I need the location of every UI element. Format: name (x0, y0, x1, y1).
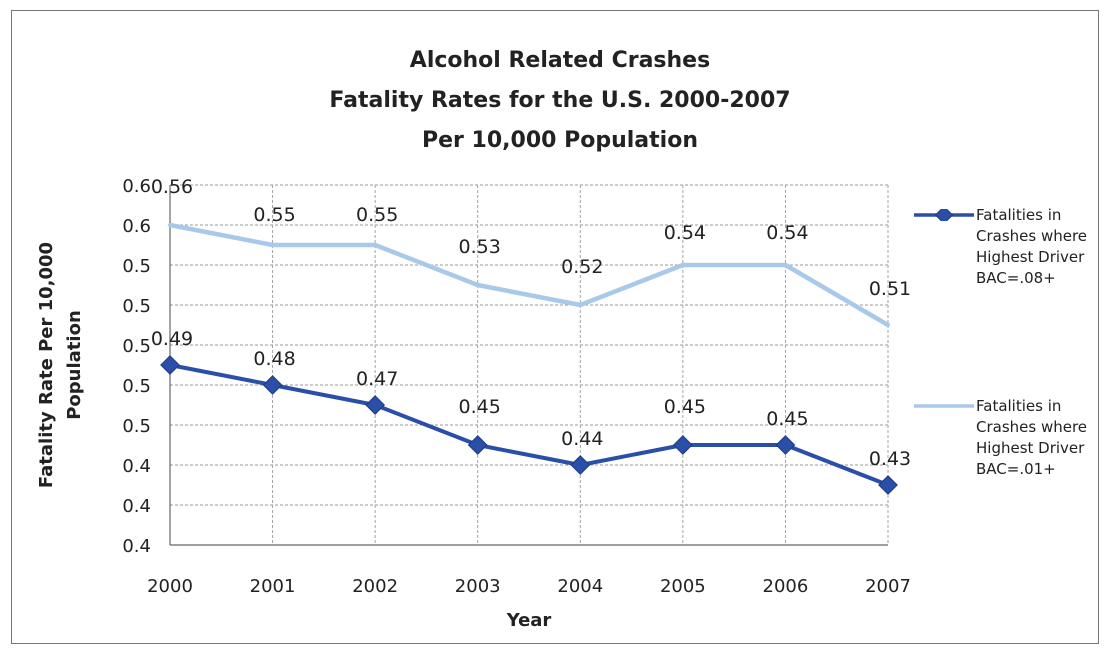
data-point (783, 263, 788, 267)
data-point-marker (878, 475, 898, 495)
legend-swatch-bac01 (914, 404, 974, 408)
data-point-marker (160, 355, 180, 375)
data-label: 0.45 (459, 396, 501, 418)
x-tick-labels: 2000 2001 2002 2003 2004 2005 2006 2007 (147, 576, 911, 597)
x-tick-label: 2001 (250, 576, 296, 597)
data-point-marker (365, 395, 386, 415)
data-labels: 0.56 0.55 0.55 0.53 0.52 0.54 0.54 0.51 0.49 0.48… (151, 176, 911, 470)
y-tick-label: 0.4 (122, 456, 151, 477)
data-point-marker (775, 435, 796, 455)
data-label: 0.55 (356, 204, 398, 226)
data-point-marker (570, 455, 591, 475)
x-tick-label: 2000 (147, 576, 193, 597)
legend-label-bac08: Fatalities in Crashes where Highest Driv… (976, 206, 1088, 287)
data-point (680, 263, 685, 267)
data-point (886, 323, 890, 327)
data-label: 0.51 (869, 278, 911, 300)
chart-title-line-2: Fatality Rates for the U.S. 2000-2007 (329, 88, 791, 113)
series-line-1 (169, 222, 890, 327)
data-point-marker (672, 435, 693, 455)
y-tick-label: 0.5 (122, 336, 151, 357)
x-tick-label: 2002 (352, 576, 398, 597)
y-tick-label: 0.5 (122, 376, 151, 397)
data-point (578, 303, 583, 307)
data-label: 0.43 (869, 448, 911, 470)
x-tick-label: 2006 (763, 576, 809, 597)
y-tick-label: 0.4 (122, 496, 151, 517)
chart-title-line-1: Alcohol Related Crashes (409, 48, 711, 73)
y-tick-labels: 0.6 0.6 0.5 0.5 0.5 0.5 0.5 0.4 0.4 0.4 (122, 176, 151, 557)
data-label: 0.56 (151, 176, 193, 198)
y-axis-title-line-1: Fatality Rate Per 10,000 (36, 242, 57, 488)
data-label: 0.47 (356, 368, 398, 390)
x-tick-label: 2003 (455, 576, 501, 597)
data-label: 0.53 (459, 236, 501, 258)
legend-swatch-bac08 (914, 209, 974, 221)
data-label: 0.49 (151, 328, 193, 350)
series-line-0 (169, 363, 889, 487)
data-point-marker (262, 375, 283, 395)
x-tick-label: 2005 (660, 576, 706, 597)
data-label: 0.54 (766, 222, 808, 244)
x-axis-title: Year (506, 610, 552, 631)
data-label: 0.48 (253, 348, 295, 370)
chart-frame (11, 10, 1099, 644)
series-group (160, 222, 898, 495)
data-label: 0.45 (766, 408, 808, 430)
data-label: 0.55 (253, 204, 295, 226)
y-tick-label: 0.6 (122, 176, 151, 197)
chart-title-line-3: Per 10,000 Population (422, 128, 698, 153)
y-tick-label: 0.5 (122, 256, 151, 277)
data-point-marker (467, 435, 488, 455)
y-tick-label: 0.6 (122, 216, 151, 237)
data-point (475, 283, 480, 287)
y-tick-label: 0.5 (122, 416, 151, 437)
x-tick-label: 2004 (557, 576, 603, 597)
data-label: 0.54 (664, 222, 706, 244)
data-label: 0.45 (664, 396, 706, 418)
y-tick-label: 0.4 (122, 536, 151, 557)
data-point (168, 223, 172, 227)
y-axis-title-line-2: Population (64, 310, 85, 420)
x-tick-label: 2007 (865, 576, 911, 597)
data-point (270, 243, 275, 247)
data-label: 0.52 (561, 256, 603, 278)
data-point (373, 243, 378, 247)
legend-label-bac01: Fatalities in Crashes where Highest Driv… (976, 397, 1088, 478)
data-label: 0.44 (561, 428, 603, 450)
y-tick-label: 0.5 (122, 296, 151, 317)
